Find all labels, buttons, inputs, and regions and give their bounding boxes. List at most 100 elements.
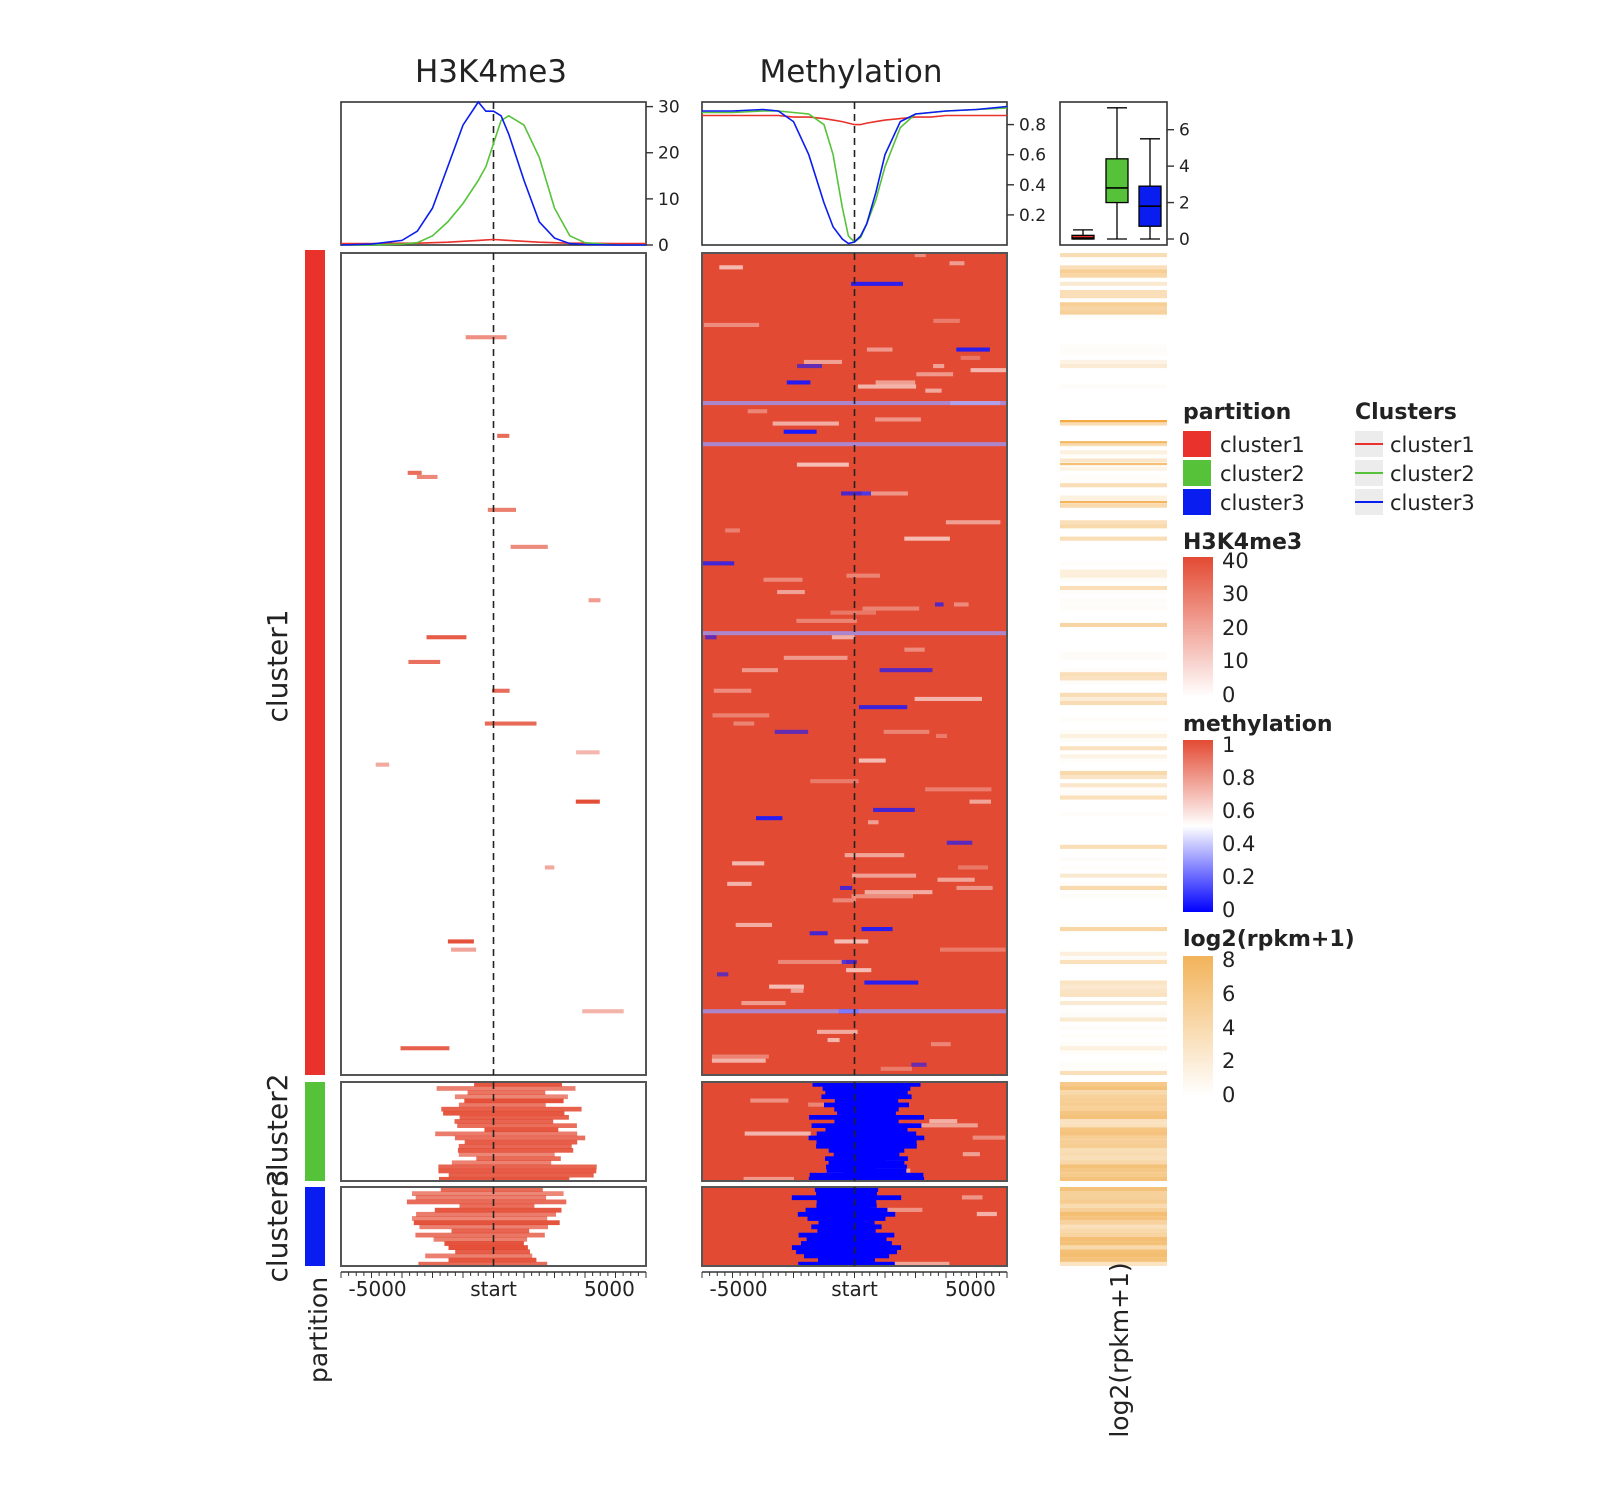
meth-heat-cell bbox=[796, 1249, 897, 1255]
h3-heat-cell bbox=[451, 947, 477, 952]
meth-heat-cell bbox=[796, 618, 857, 623]
meth-heat-cell bbox=[911, 1062, 927, 1067]
expr-heat-cell bbox=[1060, 590, 1167, 595]
expr-heat-cell bbox=[1060, 1094, 1167, 1099]
expr-heat-cell bbox=[1060, 1106, 1167, 1111]
h3-heat-cell bbox=[439, 1176, 570, 1182]
expr-heat-cell bbox=[1060, 1172, 1167, 1177]
meth-heat-cell bbox=[702, 561, 735, 566]
expr-heat-cell bbox=[1060, 298, 1167, 302]
expr-heat-cell bbox=[1060, 466, 1167, 471]
expr-heat-cell bbox=[1060, 730, 1167, 734]
meth-heat-cell bbox=[962, 1152, 980, 1157]
profile-line-cluster1 bbox=[702, 114, 1007, 126]
meth-heat-cell bbox=[796, 462, 849, 467]
meth-heat-cell bbox=[783, 429, 817, 434]
meth-heat-cell bbox=[743, 1176, 794, 1181]
meth-heat-cell bbox=[858, 758, 886, 763]
meth-heat-cell bbox=[811, 1123, 922, 1128]
y-tick-label: 0.2 bbox=[1019, 206, 1046, 226]
expr-heat-cell bbox=[1060, 622, 1167, 627]
h3-heat-cell bbox=[413, 1220, 560, 1226]
boxplot-frame bbox=[1059, 101, 1168, 246]
meth-heat-cell bbox=[972, 1135, 1006, 1140]
expr-heat-cell bbox=[1060, 1148, 1167, 1153]
h3-heat-cell bbox=[434, 1207, 562, 1213]
meth-heat-cell bbox=[811, 1224, 882, 1230]
h3-heat-cell bbox=[436, 1086, 576, 1091]
y-tick-label: 6 bbox=[1179, 121, 1190, 141]
expr-heat-cell bbox=[1060, 717, 1167, 722]
h3-heat-cell bbox=[444, 1241, 524, 1246]
h3-heat-cell bbox=[443, 1110, 565, 1116]
meth-heat-cell bbox=[841, 959, 857, 964]
h3-heat-cell bbox=[433, 1236, 528, 1242]
expression-heatmap bbox=[1060, 253, 1167, 1266]
meth-heat-cell bbox=[803, 359, 842, 364]
expr-heat-cell bbox=[1060, 343, 1167, 347]
expr-heat-cell bbox=[1060, 746, 1167, 751]
legend-methylation-tick-02: 0.2 bbox=[1222, 865, 1255, 889]
expr-heat-cell bbox=[1060, 454, 1167, 458]
expr-heat-cell bbox=[1060, 984, 1167, 989]
x-tick-label: 5000 bbox=[584, 1277, 635, 1301]
meth-heat-cell bbox=[741, 1001, 786, 1006]
meth-heat-cell bbox=[741, 668, 778, 673]
meth-heat-cell bbox=[846, 968, 872, 973]
meth-heat-cell bbox=[862, 606, 920, 611]
expr-heat-cell bbox=[1060, 701, 1167, 706]
expr-heat-cell bbox=[1060, 1261, 1167, 1266]
meth-heat-cell bbox=[772, 421, 839, 426]
expr-heat-cell bbox=[1060, 791, 1167, 796]
partition-annotation: partition bbox=[304, 250, 333, 1383]
profile-line-cluster3 bbox=[340, 100, 646, 246]
h3-heat-cell bbox=[497, 433, 510, 438]
meth-heat-cell bbox=[861, 491, 908, 496]
meth-heat-cell bbox=[825, 1127, 908, 1133]
meth-heat-cell bbox=[702, 631, 1007, 636]
expr-heat-cell bbox=[1060, 1110, 1167, 1115]
expr-heat-cell bbox=[1060, 421, 1167, 426]
legend-clusters-title: Clusters bbox=[1355, 400, 1457, 425]
expr-heat-cell bbox=[1060, 651, 1167, 656]
meth-heat-cell bbox=[870, 1207, 923, 1212]
expr-heat-cell bbox=[1060, 1001, 1167, 1006]
expr-heat-cell bbox=[1060, 680, 1167, 685]
expr-heat-cell bbox=[1060, 602, 1167, 606]
h3-heat-cell bbox=[400, 1046, 450, 1051]
h3-heat-cell bbox=[544, 865, 555, 870]
expr-heat-cell bbox=[1060, 1017, 1167, 1022]
expr-heat-cell bbox=[1060, 347, 1167, 352]
meth-heat-cell bbox=[825, 1156, 908, 1161]
meth-heat-cell bbox=[805, 1207, 888, 1213]
expr-heat-cell bbox=[1060, 503, 1167, 508]
x-tick-label: -5000 bbox=[710, 1277, 768, 1301]
meth-heat-cell bbox=[809, 931, 828, 936]
expr-heat-cell bbox=[1060, 1187, 1167, 1192]
legend-h3k4me3-title: H3K4me3 bbox=[1183, 530, 1302, 555]
meth-heat-cell bbox=[791, 1195, 902, 1201]
expr-heat-cell bbox=[1060, 885, 1167, 890]
expr-heat-cell bbox=[1060, 253, 1167, 258]
meth-heat-cell bbox=[940, 947, 1006, 952]
expr-heat-cell bbox=[1060, 1160, 1167, 1165]
expr-heat-cell bbox=[1060, 894, 1167, 899]
expr-heat-cell bbox=[1060, 738, 1167, 743]
meth-heat-cell bbox=[834, 1119, 899, 1124]
meth-heat-cell bbox=[841, 491, 871, 496]
expr-heat-cell bbox=[1060, 458, 1167, 463]
meth-heat-cell bbox=[825, 1090, 908, 1095]
legend-h3k4me3-tick-20: 20 bbox=[1222, 616, 1249, 640]
h3-heat-cell bbox=[440, 1187, 543, 1192]
h3-heat-cell bbox=[454, 1135, 586, 1141]
legend-expression: log2(rpkm+1) 8 6 4 2 0 bbox=[1183, 927, 1355, 1107]
meth-heat-cell bbox=[777, 590, 805, 595]
meth-heat-cell bbox=[735, 922, 772, 927]
meth-heat-cell bbox=[851, 873, 917, 878]
y-tick-label: 0.8 bbox=[1019, 116, 1046, 136]
expr-heat-cell bbox=[1060, 442, 1167, 447]
y-tick-label: 20 bbox=[658, 144, 680, 164]
meth-heat-cell bbox=[816, 1199, 877, 1205]
h3-heat-cell bbox=[459, 1115, 569, 1120]
meth-heat-cell bbox=[864, 890, 933, 895]
